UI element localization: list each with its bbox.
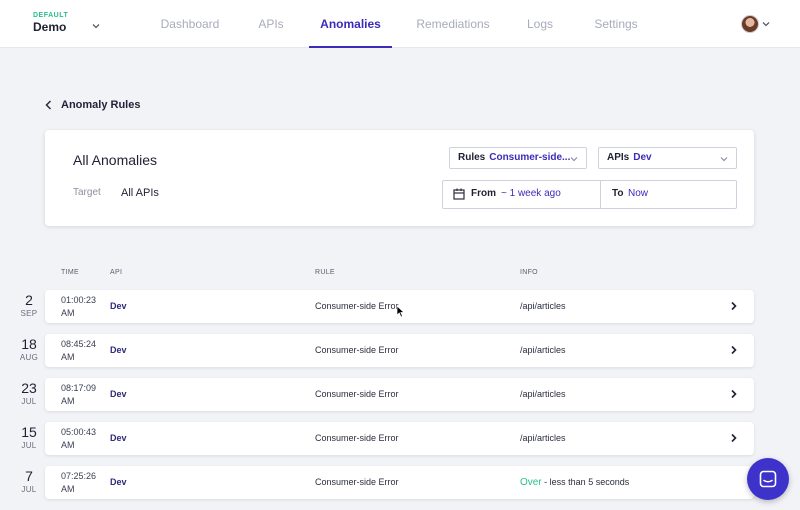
row-time: 01:00:23 AM xyxy=(61,294,106,320)
tab-apis[interactable]: APIs xyxy=(258,17,284,31)
avatar[interactable] xyxy=(741,15,759,33)
row-time: 05:00:43 AM xyxy=(61,426,106,452)
column-header-info: INFO xyxy=(520,269,538,276)
row-info: /api/articles xyxy=(520,433,566,443)
chevron-down-icon xyxy=(720,157,728,162)
tab-remediations[interactable]: Remediations xyxy=(416,17,490,31)
row-api: Dev xyxy=(110,301,127,311)
date-to-field[interactable]: To Now xyxy=(601,181,736,208)
row-api: Dev xyxy=(110,345,127,355)
row-rule: Consumer-side Error xyxy=(315,433,399,443)
environment-name: Demo xyxy=(33,20,67,34)
row-time-ampm: AM xyxy=(61,352,75,362)
table-row[interactable]: 07:25:26 AM Dev Consumer-side Error Over … xyxy=(45,466,754,499)
row-info: /api/articles xyxy=(520,389,566,399)
date-range-picker: From ~ 1 week ago To Now xyxy=(442,180,737,209)
row-date-day: 7 xyxy=(25,468,33,484)
row-date-day: 15 xyxy=(21,424,37,440)
row-api: Dev xyxy=(110,477,127,487)
row-time: 08:17:09 AM xyxy=(61,382,106,408)
tab-dashboard[interactable]: Dashboard xyxy=(160,17,220,31)
filter-card: All Anomalies Target All APIs Rules Consu… xyxy=(45,130,754,226)
page-title: All Anomalies xyxy=(73,152,158,168)
row-date-month: JUL xyxy=(21,485,37,494)
row-info-text: - less than 5 seconds xyxy=(541,477,630,487)
table-row[interactable]: 01:00:23 AM Dev Consumer-side Error /api/… xyxy=(45,290,754,323)
chevron-right-icon[interactable] xyxy=(730,301,738,311)
table-row[interactable]: 08:17:09 AM Dev Consumer-side Error /api/… xyxy=(45,378,754,411)
row-time-ampm: AM xyxy=(61,484,75,494)
row-time-clock: 01:00:23 xyxy=(61,295,97,305)
column-header-rule: RULE xyxy=(315,269,335,276)
chevron-right-icon[interactable] xyxy=(730,345,738,355)
row-time-ampm: AM xyxy=(61,440,75,450)
row-info-highlight: Over xyxy=(520,477,542,488)
row-date-month: JUL xyxy=(21,441,37,450)
rules-select-value: Consumer-side... xyxy=(489,152,571,163)
column-header-api: API xyxy=(110,269,123,276)
environment-tag: DEFAULT xyxy=(33,12,69,19)
apis-select[interactable]: APIs Dev xyxy=(598,147,737,169)
row-time-ampm: AM xyxy=(61,308,75,318)
chevron-down-icon[interactable] xyxy=(762,20,770,28)
table-row[interactable]: 08:45:24 AM Dev Consumer-side Error /api/… xyxy=(45,334,754,367)
calendar-icon xyxy=(453,188,465,200)
row-rule: Consumer-side Error xyxy=(315,389,399,399)
chat-launcher-button[interactable] xyxy=(747,458,789,500)
apis-select-label: APIs xyxy=(607,152,630,163)
target-label: Target xyxy=(73,187,101,198)
row-date-day: 23 xyxy=(21,380,37,396)
chevron-down-icon[interactable] xyxy=(92,22,100,30)
chevron-right-icon[interactable] xyxy=(730,389,738,399)
row-date-day: 2 xyxy=(25,292,33,308)
target-value: All APIs xyxy=(121,187,159,199)
date-to-label: To xyxy=(612,188,624,199)
row-time-clock: 05:00:43 xyxy=(61,427,97,437)
row-time: 08:45:24 AM xyxy=(61,338,106,364)
row-info: Over - less than 5 seconds xyxy=(520,477,629,488)
chat-icon xyxy=(759,470,777,488)
chevron-right-icon[interactable] xyxy=(730,433,738,443)
row-rule: Consumer-side Error xyxy=(315,345,399,355)
table-row[interactable]: 05:00:43 AM Dev Consumer-side Error /api/… xyxy=(45,422,754,455)
chevron-left-icon[interactable] xyxy=(44,99,54,111)
date-from-field[interactable]: From ~ 1 week ago xyxy=(443,181,601,208)
row-api: Dev xyxy=(110,433,127,443)
row-time-ampm: AM xyxy=(61,396,75,406)
breadcrumb[interactable]: Anomaly Rules xyxy=(61,99,141,111)
row-rule: Consumer-side Error xyxy=(315,477,399,487)
row-date-day: 18 xyxy=(21,336,37,352)
row-info: /api/articles xyxy=(520,301,566,311)
apis-select-value: Dev xyxy=(633,152,652,163)
date-from-value: ~ 1 week ago xyxy=(501,188,561,199)
row-date-month: SEP xyxy=(20,309,38,318)
tab-logs[interactable]: Logs xyxy=(526,17,554,31)
environment-switcher[interactable]: DEFAULT Demo xyxy=(33,12,68,34)
row-date-month: AUG xyxy=(19,353,39,362)
date-from-label: From xyxy=(471,188,496,199)
row-api: Dev xyxy=(110,389,127,399)
row-time: 07:25:26 AM xyxy=(61,470,106,496)
tab-settings[interactable]: Settings xyxy=(594,17,638,31)
row-time-clock: 08:17:09 xyxy=(61,383,97,393)
row-info: /api/articles xyxy=(520,345,566,355)
row-rule: Consumer-side Error xyxy=(315,301,399,311)
chevron-down-icon xyxy=(570,157,578,162)
row-date-month: JUL xyxy=(21,397,37,406)
rules-select-label: Rules xyxy=(458,152,486,163)
tab-anomalies[interactable]: Anomalies xyxy=(309,0,392,48)
top-nav: DEFAULT Demo Dashboard APIs Anomalies Re… xyxy=(0,0,800,48)
column-header-time: TIME xyxy=(61,269,79,276)
row-time-clock: 08:45:24 xyxy=(61,339,97,349)
row-time-clock: 07:25:26 xyxy=(61,471,97,481)
rules-select[interactable]: Rules Consumer-side... xyxy=(449,147,587,169)
date-to-value: Now xyxy=(628,188,649,199)
